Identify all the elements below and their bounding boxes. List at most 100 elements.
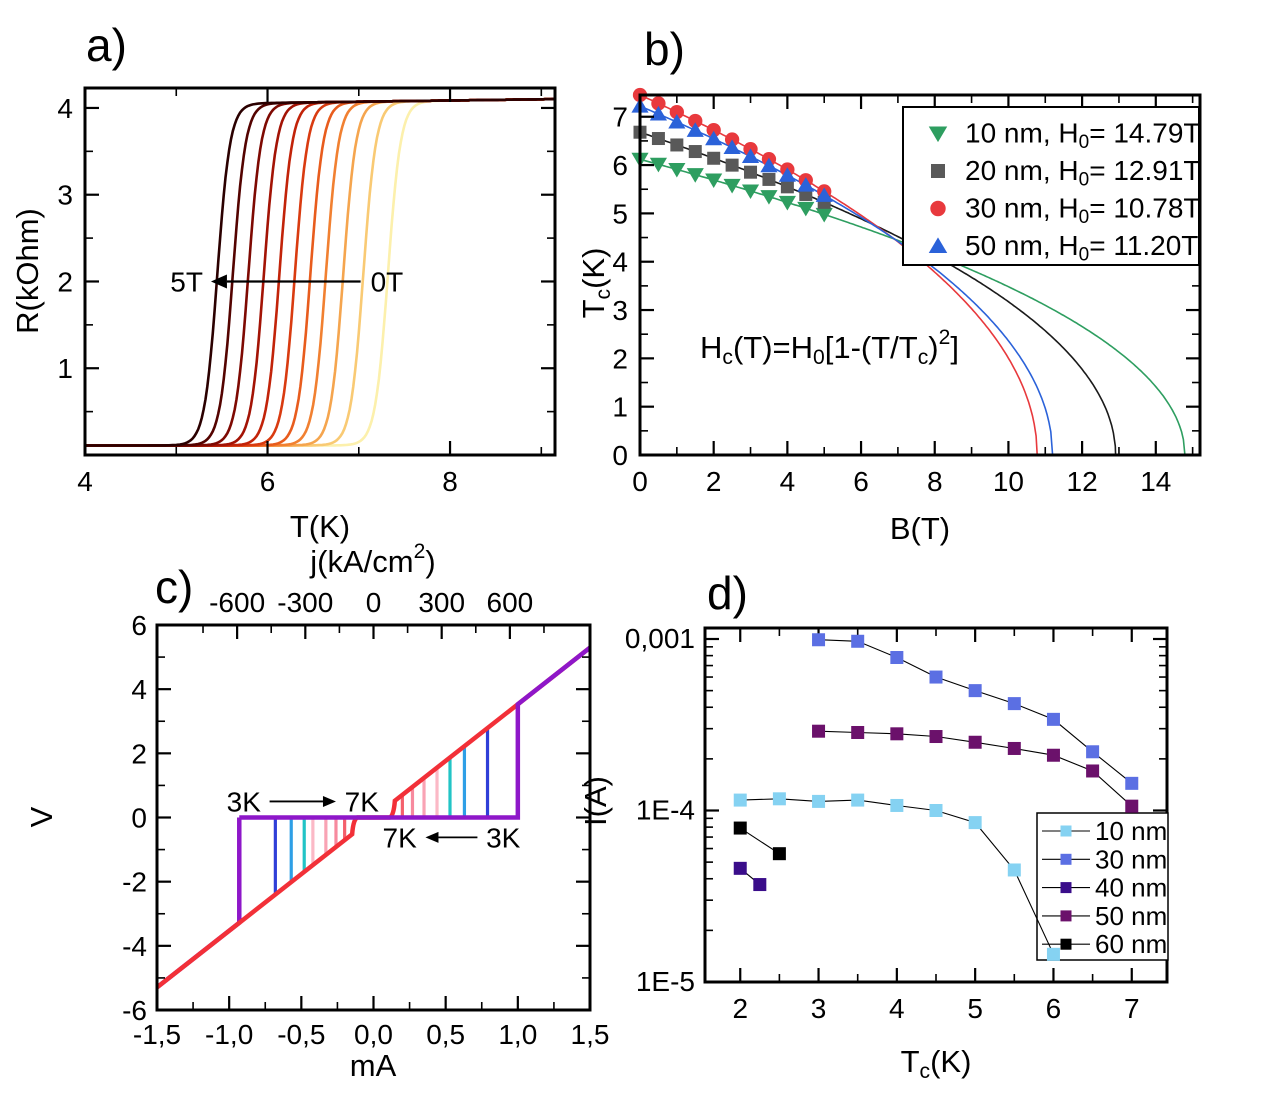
- top-tick-label: 300: [418, 587, 465, 618]
- x-tick-label: 6: [1046, 993, 1062, 1024]
- x-tick-label: 12: [1067, 466, 1098, 497]
- marker-50 nm: [723, 139, 741, 155]
- marker-40 nm: [733, 861, 747, 875]
- y-tick-label: -2: [122, 867, 147, 898]
- legend-marker-10 nm: [1060, 825, 1072, 837]
- legend-entry-30 nm: 30 nm, H0= 10.78T: [965, 193, 1201, 229]
- legend-marker-20 nm: [931, 164, 945, 178]
- x-tick-label: 0,5: [426, 1019, 465, 1050]
- marker-50 nm: [797, 177, 815, 192]
- x-tick-label: 14: [1140, 466, 1171, 497]
- x-tick-label: 8: [442, 466, 458, 497]
- marker-10 nm: [668, 162, 686, 178]
- y-tick-label: -4: [122, 931, 147, 962]
- marker-10 nm: [686, 168, 704, 183]
- panel-a-x-axis-title: T(K): [289, 509, 351, 544]
- x-axis-title: Tc(K): [901, 1044, 972, 1083]
- marker-50 nm: [778, 167, 796, 182]
- legend-entry-50 nm: 50 nm: [1095, 901, 1167, 931]
- legend-marker-50 nm: [1060, 910, 1072, 922]
- y-tick-label: 2: [57, 266, 73, 297]
- y-tick-label: 3: [57, 180, 73, 211]
- plot-frame: [83, 86, 557, 457]
- marker-10 nm: [797, 201, 815, 217]
- y-axis-title: Tc(K): [576, 248, 615, 319]
- marker-10 nm: [723, 178, 741, 194]
- y-tick-label: 4: [57, 93, 73, 124]
- rt-curve-2.5T: [85, 97, 555, 447]
- marker-20 nm: [670, 138, 684, 152]
- legend-box: [902, 106, 1200, 266]
- annotation-7K: 7K: [345, 786, 380, 817]
- marker-10 nm: [705, 173, 723, 189]
- y-tick-label: 1: [612, 392, 628, 423]
- legend-marker-30 nm: [1060, 853, 1072, 865]
- rt-curve-1.5T: [85, 97, 555, 447]
- marker-30 nm: [1086, 745, 1100, 759]
- top-axis-title: j(kA/cm2): [309, 540, 435, 579]
- marker-50 nm: [929, 730, 943, 744]
- fit-curve-30 nm: [639, 94, 1038, 456]
- marker-20 nm: [725, 158, 739, 172]
- rt-curve-0T: [85, 97, 555, 447]
- marker-30 nm: [929, 670, 943, 684]
- x-tick-label: 4: [889, 993, 905, 1024]
- panel-c: -1,5 -1,0 -0,5 0,0 0,5 1,0 1,5 -6 -4 -2 0 2 4 6 -600 -3…: [122, 540, 609, 1050]
- panel-c-y-axis-title: V: [24, 806, 59, 828]
- x-tick-label: 6: [260, 466, 276, 497]
- y-tick-label: 3: [612, 295, 628, 326]
- top-tick-label: 0: [366, 587, 382, 618]
- y-tick-label: 4: [131, 674, 147, 705]
- marker-20 nm: [762, 172, 776, 186]
- legend-entry-40 nm: 40 nm: [1095, 873, 1167, 903]
- x-tick-label: 2: [706, 466, 722, 497]
- legend-entry-50 nm: 50 nm, H0= 11.20T: [965, 230, 1198, 266]
- marker-30 nm: [851, 634, 865, 648]
- legend-marker-10 nm: [928, 126, 948, 143]
- x-tick-label: 3: [811, 993, 827, 1024]
- legend-entry-10 nm: 10 nm, H0= 14.79T: [965, 118, 1201, 154]
- rt-curve-5T: [85, 97, 555, 447]
- y-tick-label: 0,001: [625, 623, 695, 654]
- marker-30 nm: [812, 633, 826, 647]
- panel-a-y-axis-title: R(kOhm): [10, 208, 45, 334]
- iv-curve-3K: [239, 645, 592, 820]
- y-tick-label: 1: [57, 353, 73, 384]
- panel-a: 4 6 8 1 2 3 4 5T 0T: [57, 86, 557, 497]
- arrow-head: [210, 274, 227, 289]
- marker-10 nm: [1007, 863, 1021, 877]
- x-tick-label: 1,5: [571, 1019, 610, 1050]
- marker-20 nm: [707, 151, 721, 165]
- rt-curve-2T: [85, 97, 555, 447]
- x-tick-label: -1,0: [205, 1019, 253, 1050]
- y-tick-label: 2: [612, 343, 628, 374]
- marker-30 nm: [890, 651, 904, 665]
- fit-curve-50 nm: [639, 105, 1054, 456]
- marker-50 nm: [968, 735, 982, 749]
- marker-50 nm: [686, 122, 704, 137]
- marker-60 nm: [772, 847, 786, 861]
- marker-10 nm: [929, 804, 943, 817]
- x-tick-label: -1,5: [133, 1019, 181, 1050]
- marker-30 nm: [1007, 697, 1021, 711]
- annotation-field-5T: 5T: [170, 266, 203, 297]
- annotation-field-0T: 0T: [371, 266, 404, 297]
- marker-10 nm: [815, 207, 833, 223]
- panel-b: 0 2 4 6 8 10 12 1401234567Hc(T)=H0[1-(T/Tc)2]Tc…: [576, 87, 1202, 497]
- x-tick-label: -0,5: [277, 1019, 325, 1050]
- marker-30 nm: [688, 113, 703, 129]
- legend-entry-10 nm: 10 nm: [1095, 816, 1167, 846]
- marker-30 nm: [651, 96, 666, 111]
- y-tick-label: 0: [612, 440, 628, 471]
- x-tick-label: 1,0: [498, 1019, 537, 1050]
- panel-d-y-axis-title: I(A): [578, 776, 613, 826]
- marker-30 nm: [1046, 712, 1060, 726]
- marker-10 nm: [741, 184, 760, 200]
- y-tick-label: 4: [612, 247, 628, 278]
- series-line-10 nm: [740, 798, 1054, 955]
- marker-30 nm: [706, 122, 721, 138]
- y-tick-label: 7: [612, 102, 628, 133]
- x-tick-label: 10: [993, 466, 1024, 497]
